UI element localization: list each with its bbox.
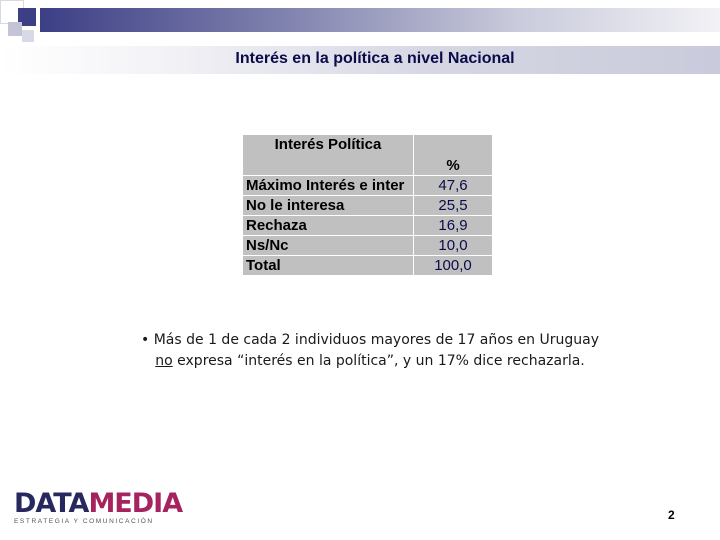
bullet-point: • — [141, 332, 150, 348]
table-row: No le interesa 25,5 — [242, 195, 493, 216]
row-value: 47,6 — [413, 175, 493, 196]
table-row: Ns/Nc 10,0 — [242, 235, 493, 256]
row-value: 100,0 — [413, 255, 493, 276]
row-label: No le interesa — [242, 195, 414, 216]
datamedia-logo: DATAMEDIA ESTRATEGIA Y COMUNICACIÓN — [14, 488, 183, 526]
row-value: 16,9 — [413, 215, 493, 236]
logo-data-text: DATA — [14, 488, 89, 519]
top-decorative-bar — [40, 8, 720, 32]
row-label: Total — [242, 255, 414, 276]
decorative-square — [26, 0, 38, 8]
summary-text-start: Más de 1 de cada 2 individuos mayores de… — [149, 332, 599, 348]
row-label: Ns/Nc — [242, 235, 414, 256]
table-row: Total 100,0 — [242, 255, 493, 276]
decorative-square — [22, 30, 34, 42]
table-header-unit: % — [413, 134, 493, 176]
table-row: Rechaza 16,9 — [242, 215, 493, 236]
table-header-row: Interés Política % — [242, 134, 493, 176]
summary-emphasis: no — [155, 353, 173, 369]
logo-media-text: MEDIA — [88, 488, 183, 519]
decorative-square — [8, 22, 22, 36]
row-value: 25,5 — [413, 195, 493, 216]
row-label: Rechaza — [242, 215, 414, 236]
interest-table: Interés Política % Máximo Interés e inte… — [242, 134, 493, 276]
row-value: 10,0 — [413, 235, 493, 256]
table-header-label: Interés Política — [242, 134, 414, 176]
table-row: Máximo Interés e inter 47,6 — [242, 175, 493, 196]
summary-text-end: expresa “interés en la política”, y un 1… — [172, 353, 585, 369]
slide-title: Interés en la política a nivel Nacional — [235, 50, 515, 67]
title-bar — [0, 46, 720, 74]
summary-paragraph: • Más de 1 de cada 2 individuos mayores … — [140, 330, 600, 372]
logo-tagline: ESTRATEGIA Y COMUNICACIÓN — [14, 518, 154, 525]
logo-wordmark: DATAMEDIA — [14, 488, 183, 519]
page-number: 2 — [668, 508, 675, 522]
row-label: Máximo Interés e inter — [242, 175, 414, 196]
decorative-square — [18, 8, 36, 26]
